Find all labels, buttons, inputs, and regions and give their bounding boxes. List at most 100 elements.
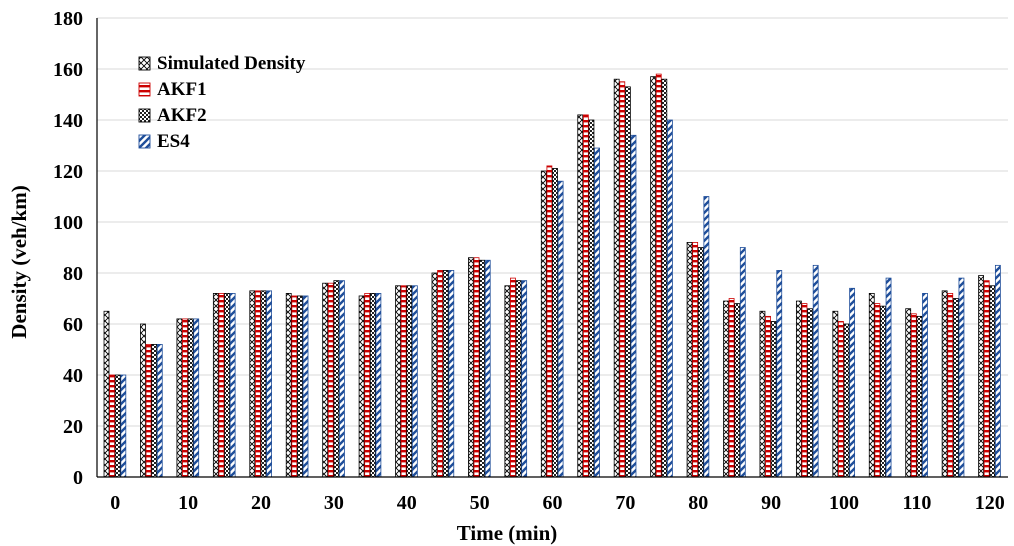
bar-simulated-density-0 bbox=[103, 310, 110, 478]
x-tick-label: 120 bbox=[975, 492, 1005, 514]
x-tick-label: 40 bbox=[397, 492, 417, 514]
bar-simulated-density-55 bbox=[504, 285, 511, 478]
bar-akf1-35 bbox=[364, 292, 371, 478]
bar-es4-90 bbox=[776, 270, 783, 478]
bar-akf2-55 bbox=[515, 280, 522, 478]
bar-akf2-50 bbox=[479, 259, 486, 478]
bar-es4-65 bbox=[594, 147, 600, 478]
x-tick-label: 110 bbox=[902, 492, 931, 514]
bar-akf2-40 bbox=[406, 285, 413, 478]
bar-es4-20 bbox=[266, 290, 272, 478]
bar-simulated-density-70 bbox=[613, 78, 620, 478]
bar-simulated-density-115 bbox=[941, 290, 948, 478]
bar-simulated-density-90 bbox=[759, 310, 766, 478]
legend-label-akf1: AKF1 bbox=[157, 79, 207, 100]
y-tick-label: 120 bbox=[53, 161, 83, 183]
bar-akf2-65 bbox=[588, 119, 595, 478]
x-tick-label: 90 bbox=[761, 492, 781, 514]
bar-akf1-25 bbox=[291, 295, 298, 478]
bar-akf1-95 bbox=[801, 303, 808, 478]
bar-simulated-density-30 bbox=[322, 282, 329, 478]
bar-simulated-density-20 bbox=[249, 290, 256, 478]
y-tick-labels: 0 20 40 60 80 100 120 140 160 180 bbox=[53, 8, 83, 489]
y-tick-label: 140 bbox=[53, 110, 83, 132]
bar-es4-60 bbox=[557, 180, 564, 478]
x-tick-label: 60 bbox=[543, 492, 563, 514]
bars bbox=[103, 73, 1001, 478]
bar-akf2-105 bbox=[880, 305, 886, 478]
bar-akf2-20 bbox=[260, 290, 267, 478]
bar-simulated-density-35 bbox=[358, 295, 365, 478]
bar-es4-100 bbox=[849, 287, 856, 478]
bar-akf2-75 bbox=[661, 78, 668, 478]
bar-akf1-115 bbox=[947, 292, 954, 478]
bar-simulated-density-120 bbox=[978, 275, 984, 478]
x-tick-label: 50 bbox=[470, 492, 490, 514]
x-tick-label: 0 bbox=[110, 492, 120, 514]
x-tick-label: 70 bbox=[615, 492, 635, 514]
legend-swatch-simulated-density bbox=[138, 56, 151, 71]
bar-es4-25 bbox=[302, 295, 309, 478]
bar-simulated-density-15 bbox=[212, 292, 219, 478]
y-tick-label: 20 bbox=[63, 416, 83, 438]
bar-es4-50 bbox=[484, 259, 491, 478]
bar-akf2-25 bbox=[297, 295, 303, 478]
bar-simulated-density-25 bbox=[285, 292, 292, 478]
bar-es4-110 bbox=[922, 292, 928, 478]
bar-simulated-density-80 bbox=[686, 241, 693, 478]
x-tick-label: 10 bbox=[178, 492, 198, 514]
bar-akf1-30 bbox=[327, 282, 334, 478]
bar-akf2-100 bbox=[843, 323, 850, 478]
bar-es4-95 bbox=[812, 264, 819, 478]
legend-swatch-akf2 bbox=[138, 108, 151, 123]
bar-es4-55 bbox=[521, 280, 528, 478]
bar-akf1-90 bbox=[765, 315, 771, 478]
legend-label-akf2: AKF2 bbox=[157, 105, 207, 126]
bar-simulated-density-45 bbox=[431, 272, 438, 478]
bar-es4-35 bbox=[375, 292, 382, 478]
x-tick-label: 20 bbox=[251, 492, 271, 514]
bar-akf1-70 bbox=[619, 81, 626, 478]
x-axis-title: Time (min) bbox=[457, 521, 558, 545]
bar-simulated-density-110 bbox=[905, 308, 912, 478]
bar-akf2-90 bbox=[770, 321, 777, 478]
bar-akf2-120 bbox=[989, 285, 996, 478]
bar-simulated-density-65 bbox=[577, 114, 584, 478]
bar-es4-75 bbox=[667, 119, 673, 478]
y-tick-label: 180 bbox=[53, 8, 83, 30]
bar-akf1-40 bbox=[400, 285, 407, 478]
legend-label-es4: ES4 bbox=[157, 131, 190, 152]
bar-akf1-0 bbox=[109, 374, 116, 478]
bar-akf2-35 bbox=[369, 292, 376, 478]
x-tick-label: 100 bbox=[829, 492, 859, 514]
bar-akf2-45 bbox=[442, 270, 449, 478]
bar-akf1-10 bbox=[182, 318, 188, 478]
bar-simulated-density-50 bbox=[468, 257, 474, 478]
bar-es4-115 bbox=[958, 277, 965, 478]
bar-es4-0 bbox=[120, 374, 127, 478]
bar-es4-45 bbox=[448, 270, 455, 478]
bar-akf2-0 bbox=[114, 374, 121, 478]
bar-es4-80 bbox=[703, 196, 710, 478]
bar-akf2-15 bbox=[224, 292, 230, 478]
bar-es4-5 bbox=[156, 343, 163, 478]
bar-es4-120 bbox=[994, 264, 1001, 478]
legend-label-simulated-density: Simulated Density bbox=[157, 53, 306, 74]
bar-es4-15 bbox=[229, 292, 236, 478]
bar-es4-40 bbox=[411, 285, 418, 478]
legend-swatch-es4 bbox=[138, 134, 151, 149]
y-tick-label: 60 bbox=[63, 314, 83, 336]
bar-akf2-115 bbox=[952, 298, 959, 478]
bar-akf2-95 bbox=[807, 308, 813, 478]
bar-es4-30 bbox=[339, 280, 345, 478]
bar-akf1-85 bbox=[728, 298, 735, 478]
bar-akf2-5 bbox=[151, 343, 158, 478]
x-tick-labels: 0 10 20 30 40 50 60 70 80 90 100 110 120 bbox=[110, 492, 1005, 514]
bar-simulated-density-105 bbox=[868, 292, 875, 478]
bar-akf2-30 bbox=[333, 280, 340, 478]
y-tick-label: 100 bbox=[53, 212, 83, 234]
bar-simulated-density-75 bbox=[650, 76, 657, 478]
bar-akf2-70 bbox=[624, 86, 631, 478]
bar-akf2-110 bbox=[916, 315, 923, 478]
bar-es4-10 bbox=[193, 318, 200, 478]
